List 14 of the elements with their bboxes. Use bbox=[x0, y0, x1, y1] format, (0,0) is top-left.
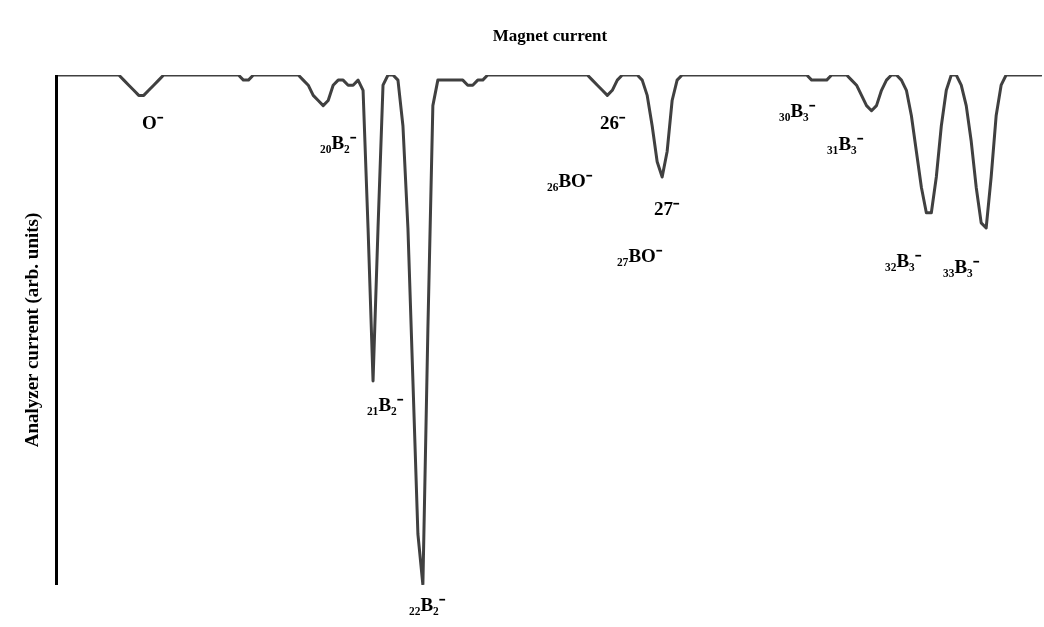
annotation: ₂₆BO⁻ bbox=[547, 170, 593, 191]
annotation: ₃₀B₃⁻ bbox=[779, 100, 816, 121]
annotation: ₃₃B₃⁻ bbox=[943, 256, 980, 277]
annotation: 26⁻ bbox=[600, 112, 626, 133]
annotation: 27⁻ bbox=[654, 198, 680, 219]
annotation: ₃₁B₃⁻ bbox=[827, 133, 864, 154]
annotation: ₂₇BO⁻ bbox=[617, 245, 663, 266]
annotation: ₂₁B₂⁻ bbox=[367, 394, 404, 415]
annotation: O⁻ bbox=[142, 112, 164, 133]
y-axis-title: Analyzer current (arb. units) bbox=[21, 212, 44, 448]
x-axis-title: Magnet current bbox=[492, 25, 608, 45]
annotation: ₃₂B₃⁻ bbox=[885, 250, 922, 271]
text: ₂₂B₂⁻ bbox=[409, 594, 446, 615]
annotation: ₂₀B₂⁻ bbox=[320, 132, 357, 153]
